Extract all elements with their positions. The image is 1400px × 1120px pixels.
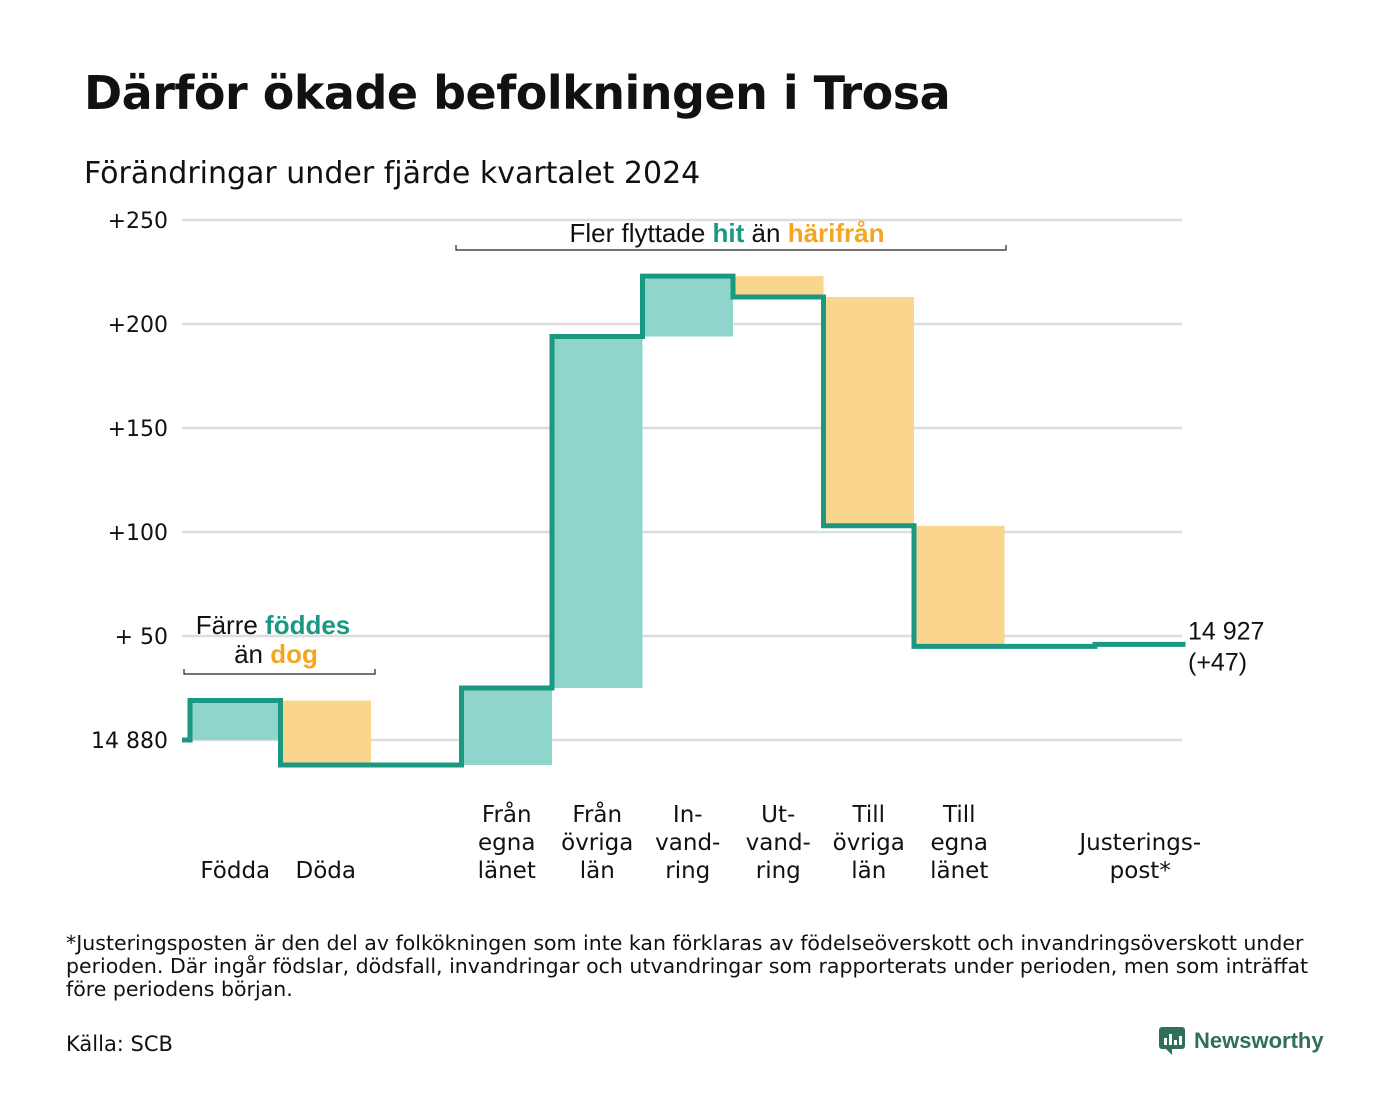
annotation-migration: Fler flyttade hit än härifrån [569,218,884,248]
end-value-label: 14 927 [1188,617,1264,645]
chart-subtitle: Förändringar under fjärde kvartalet 2024 [84,156,701,191]
annotation-births-deaths-line2: än dog [234,639,318,669]
source-label: Källa: SCB [66,1032,173,1056]
brand-name: Newsworthy [1194,1028,1324,1053]
annotation-bracket-migration [455,245,1007,251]
annotation-bracket-births-deaths [183,669,376,675]
waterfall-bar [733,276,824,297]
waterfall-chart: +250 +200 +150 +100 + 50 14 880 Födda Döda Från e… [91,209,1264,884]
y-tick-label: +150 [108,417,168,442]
category-label: Ut-vand-ring [746,802,811,884]
category-label: In-vand-ring [655,802,720,884]
waterfall-bar [461,688,552,765]
category-label: Från egna länet [478,800,536,884]
category-label: Justerings-post* [1077,830,1201,884]
annotation-births-deaths: Färre föddes [196,610,351,640]
category-label: Döda [296,858,356,884]
cumulative-step-line [182,273,1186,768]
brand-logo[interactable]: Newsworthy [1158,1026,1324,1056]
y-tick-label: +100 [108,521,168,546]
category-label: Till övriga län [833,802,905,884]
waterfall-bar [190,700,281,740]
y-tick-label: +200 [108,313,168,338]
newsworthy-logo-icon [1159,1027,1185,1055]
y-tick-label: 14 880 [91,729,168,754]
waterfall-bar [552,336,643,688]
category-label: Födda [200,858,270,884]
waterfall-bar [642,276,733,337]
category-label: Från övriga län [561,800,633,884]
y-tick-label: + 50 [115,625,168,650]
waterfall-bar [823,296,914,526]
end-change-label: (+47) [1188,648,1247,676]
y-tick-label: +250 [108,209,168,234]
waterfall-bar [914,525,1005,647]
waterfall-bar [280,700,371,765]
category-label: Till egna länet [930,802,988,884]
chart-title: Därför ökade befolkningen i Trosa [84,66,951,120]
footnote: *Justeringsposten är den del av folkökni… [66,931,1309,1001]
